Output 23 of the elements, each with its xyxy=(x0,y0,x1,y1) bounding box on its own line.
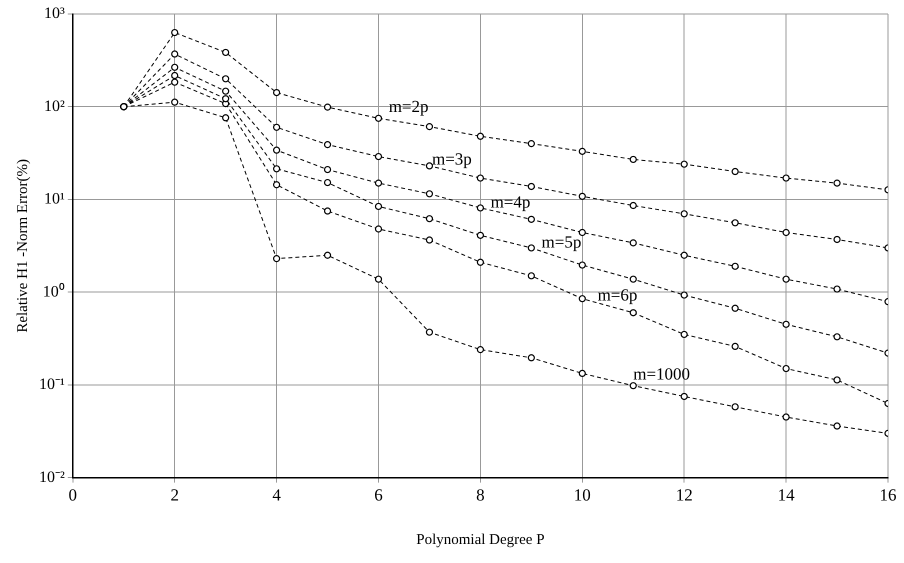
x-tick-label: 6 xyxy=(374,485,383,504)
y-tick-label: 10² xyxy=(44,98,65,115)
x-tick-label: 2 xyxy=(170,485,179,504)
x-tick-label: 14 xyxy=(778,485,796,504)
x-tick-label: 4 xyxy=(272,485,282,504)
x-tick-label: 16 xyxy=(880,485,896,504)
x-tick-label: 10 xyxy=(574,485,591,504)
x-tick-label: 8 xyxy=(476,485,485,504)
y-tick-label: 10⁻² xyxy=(39,468,65,486)
series-label: m=5p xyxy=(542,232,582,252)
y-tick-label: 10⁰ xyxy=(42,282,65,300)
series-label: m=1000 xyxy=(633,364,690,384)
x-tick-label: 12 xyxy=(676,485,693,504)
series-label: m=6p xyxy=(598,285,638,304)
y-tick-label: 10⁻¹ xyxy=(39,376,65,394)
series-label: m=2p xyxy=(388,97,428,116)
y-tick-label: 10¹ xyxy=(44,190,65,208)
x-axis-title: Polynomial Degree P xyxy=(416,532,545,548)
x-tick-label: 0 xyxy=(68,485,78,504)
series-label: m=4p xyxy=(490,192,530,212)
y-axis-title: Relative H1 -Norm Error(%) xyxy=(14,158,31,333)
y-tick-label: 10³ xyxy=(44,5,65,22)
series-label: m=3p xyxy=(432,150,472,169)
